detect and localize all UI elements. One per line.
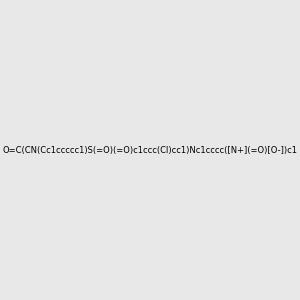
- Text: O=C(CN(Cc1ccccc1)S(=O)(=O)c1ccc(Cl)cc1)Nc1cccc([N+](=O)[O-])c1: O=C(CN(Cc1ccccc1)S(=O)(=O)c1ccc(Cl)cc1)N…: [2, 146, 298, 154]
